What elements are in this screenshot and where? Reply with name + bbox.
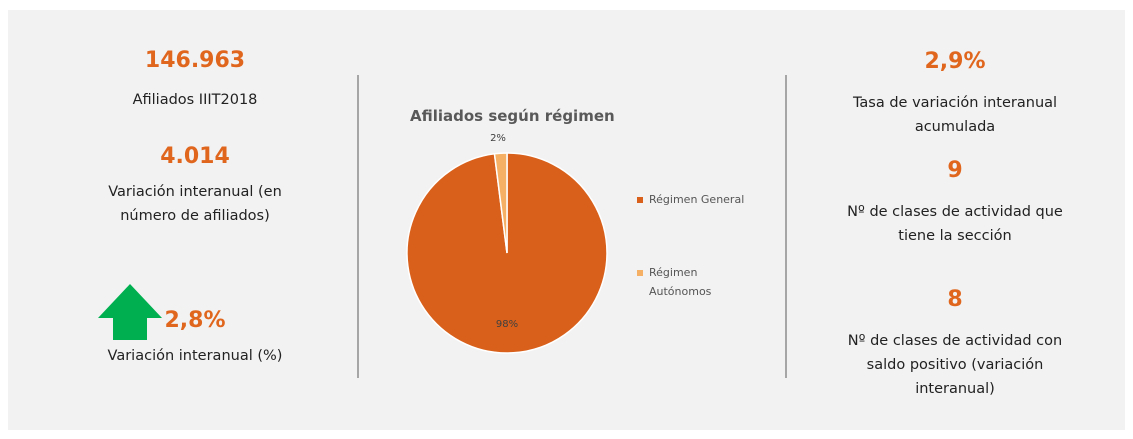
kpi-label: Afiliados IIIT2018: [132, 92, 258, 108]
kpi-label: Nº de clases de actividad que: [847, 204, 1063, 220]
chart-title: Afiliados según régimen: [410, 107, 615, 125]
kpi-value: 9: [947, 158, 963, 183]
kpi-value: 4.014: [160, 144, 230, 169]
legend-label: Régimen General: [649, 193, 745, 206]
kpi-label: Nº de clases de actividad con: [847, 333, 1063, 349]
data-label: 2%: [490, 133, 506, 144]
kpi-label: número de afiliados): [120, 208, 270, 224]
data-label: 98%: [496, 319, 518, 330]
kpi-label: tiene la sección: [898, 228, 1012, 244]
kpi-value: 2,9%: [924, 49, 986, 74]
kpi-label: acumulada: [914, 119, 996, 135]
up-arrow: [98, 284, 162, 340]
kpi-value: 8: [947, 287, 963, 312]
kpi-label: Variación interanual (en: [108, 184, 282, 200]
kpi-label: interanual): [915, 381, 995, 397]
divider: [785, 75, 787, 378]
kpi-value: 146.963: [144, 48, 246, 73]
legend-swatch: [637, 270, 643, 276]
kpi-value: 2,8%: [164, 308, 226, 333]
kpi-label: Variación interanual (%): [107, 348, 283, 364]
legend-label: Régimen Autónomos: [649, 266, 712, 298]
pie-slice: [493, 152, 508, 254]
kpi-label: saldo positivo (variación: [866, 357, 1044, 373]
divider: [357, 75, 359, 378]
kpi-label: Tasa de variación interanual: [852, 95, 1058, 111]
legend-swatch: [637, 197, 643, 203]
